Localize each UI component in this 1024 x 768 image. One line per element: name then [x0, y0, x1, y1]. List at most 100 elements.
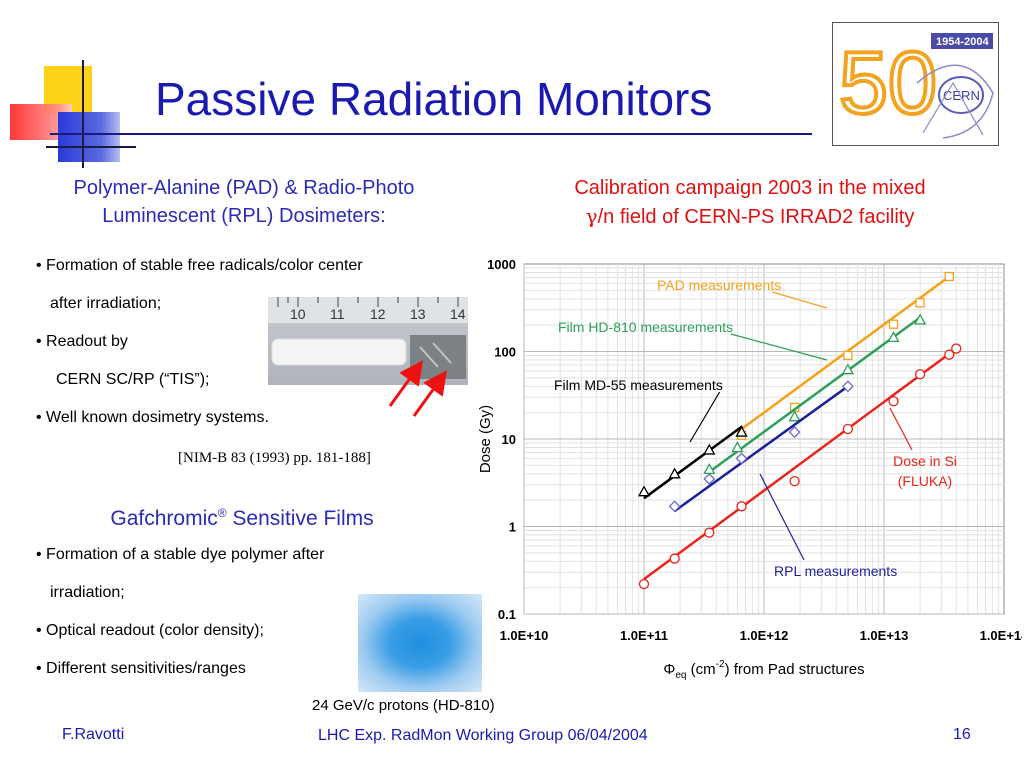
bullet-2: • Readout by [36, 333, 128, 350]
pad-measurements-point [843, 350, 853, 361]
gaf-bullet-2: • Optical readout (color density); [36, 622, 264, 639]
footer-title: LHC Exp. RadMon Working Group 06/04/2004 [318, 727, 648, 744]
gafchromic-heading-name: Gafchromic [110, 507, 218, 530]
dose-in-si-pointer [889, 407, 913, 451]
rpl-measurements-point [668, 500, 681, 513]
dose-in-si-fluka-point [842, 423, 854, 435]
ruler-mark-11: 11 [330, 306, 345, 322]
film-hd-810-measurements-fit-line [708, 316, 921, 473]
reference-text: [NIM-B 83 (1993) pp. 181-188] [178, 450, 371, 466]
x-label-unit: (cm [686, 661, 715, 678]
bullet-1: • Formation of stable free radicals/colo… [36, 257, 363, 274]
y-tick-label: 100 [494, 345, 516, 360]
registered-mark: ® [217, 506, 227, 520]
title-underline [50, 133, 812, 135]
x-tick-label: 1.0E+14 [980, 628, 1022, 643]
dose-in-si-fluka-point [789, 475, 800, 487]
pad-rpl-heading-line2: Luminescent (RPL) Dosimeters: [102, 205, 386, 227]
pad-measurements-label: PAD measurements [657, 277, 781, 293]
dose-in-si-fluka-point [944, 349, 955, 360]
ruler-mark-12: 12 [370, 306, 386, 322]
film-hd-810-measurements-label: Film HD-810 measurements [558, 319, 733, 335]
gafchromic-film-image [358, 594, 482, 692]
pad-rpl-heading-line1: Polymer-Alanine (PAD) & Radio-Photo [73, 177, 415, 199]
dosimeter-photo: 10 11 12 13 14 [268, 297, 468, 385]
calibration-heading-line1: Calibration campaign 2003 in the mixed [574, 177, 926, 199]
footer-author: F.Ravotti [62, 726, 125, 743]
ruler-mark-14: 14 [450, 306, 466, 322]
bullet-1-cont: after irradiation; [50, 295, 162, 312]
film-md-55-measurements-point [668, 467, 681, 479]
film-hd-810-measurements-point [841, 363, 854, 375]
rpl-measurements-point [703, 472, 716, 485]
film-md-55-measurements-fit-line [643, 425, 744, 500]
dose-in-si-fluka-point [669, 553, 680, 564]
dose-in-si-fluka-fit-line [643, 347, 957, 581]
y-tick-label: 0.1 [498, 607, 516, 622]
rpl-measurements-pointer [759, 473, 805, 561]
pad-measurements-point [944, 271, 954, 282]
gafchromic-heading: Gafchromic® Sensitive Films [24, 506, 460, 531]
dose-in-si-fluka-point [951, 343, 962, 354]
red-arrows [388, 360, 448, 417]
bullet-2-cont: CERN SC/RP (“TIS”); [56, 371, 210, 388]
x-label-symbol: Φ [663, 661, 675, 678]
horizontal-line [46, 146, 136, 148]
film-md-55-measurements-point [637, 485, 651, 497]
dose-in-si-fluka-point [888, 396, 899, 407]
slide-title: Passive Radiation Monitors [155, 73, 713, 125]
gaf-bullet-1-cont: irradiation; [50, 584, 125, 601]
calibration-heading-line2: γ/n field of CERN-PS IRRAD2 facility [494, 202, 1006, 231]
y-tick-label: 1 [509, 520, 516, 535]
rpl-measurements-label: RPL measurements [774, 563, 897, 579]
y-tick-label: 1000 [487, 257, 516, 272]
dose-in-si-fluka-point [704, 527, 715, 538]
blue-square [58, 112, 120, 162]
rpl-measurements-point [788, 426, 801, 438]
film-hd-810-measurements-point [914, 313, 927, 325]
cern-50-logo: 50 1954-2004 CERN [832, 22, 999, 146]
film-md-55-measurements-point [735, 425, 748, 437]
gamma-symbol: γ [585, 204, 598, 228]
dose-in-si-fluka-point [736, 501, 747, 512]
logo-years: 1954-2004 [936, 36, 989, 48]
y-axis-label: Dose (Gy) [477, 405, 494, 473]
gaf-bullet-3: • Different sensitivities/ranges [36, 660, 246, 677]
film-hd-810-measurements-point [887, 331, 900, 343]
x-axis-label: Φeq (cm-2) from Pad structures [663, 659, 864, 681]
film-md-55-measurements-label: Film MD-55 measurements [554, 377, 723, 393]
decorative-squares [10, 60, 140, 170]
pad-measurements-point [915, 298, 925, 308]
rpl-measurements-fit-line [673, 385, 849, 513]
x-tick-label: 1.0E+11 [620, 628, 668, 643]
red-arrow-2 [412, 370, 448, 417]
dose-in-si-label-line1: Dose in Si [893, 453, 957, 469]
red-arrow-1 [388, 360, 424, 407]
dose-in-si-fluka-point [638, 578, 650, 590]
ruler-mark-13: 13 [410, 306, 426, 322]
pad-measurements-pointer [772, 291, 828, 309]
x-tick-label: 1.0E+10 [500, 628, 549, 643]
gafchromic-heading-rest: Sensitive Films [226, 507, 374, 530]
x-label-sub: eq [675, 670, 686, 681]
film-md-55-measurements-pointer [689, 391, 721, 443]
dose-in-si-fluka-point [914, 369, 926, 380]
calibration-heading-line2-rest: /n field of CERN-PS IRRAD2 facility [597, 206, 915, 228]
y-tick-label: 10 [502, 432, 516, 447]
vertical-line [82, 60, 84, 168]
pad-measurements-point [888, 319, 899, 329]
rpl-measurements-point [735, 452, 748, 465]
logo-digit: 50 [839, 33, 937, 132]
rpl-measurements-point [841, 380, 854, 393]
film-md-55-measurements-point [703, 443, 716, 455]
page-number: 16 [953, 726, 971, 743]
dose-vs-fluence-chart: 1.0E+10 1.0E+11 1.0E+12 1.0E+13 1.0E+14 0.1 1 1… [477, 257, 1022, 681]
x-label-rest: ) from Pad structures [725, 661, 865, 678]
film-hd-810-measurements-pointer [730, 333, 828, 361]
pad-rpl-heading: Polymer-Alanine (PAD) & Radio-Photo Lumi… [24, 174, 464, 230]
dose-in-si-label-line2: (FLUKA) [898, 473, 952, 489]
gaf-bullet-1: • Formation of a stable dye polymer afte… [36, 546, 325, 563]
x-tick-label: 1.0E+13 [860, 628, 909, 643]
bullet-3: • Well known dosimetry systems. [36, 409, 269, 426]
film-caption: 24 GeV/c protons (HD-810) [312, 697, 495, 714]
